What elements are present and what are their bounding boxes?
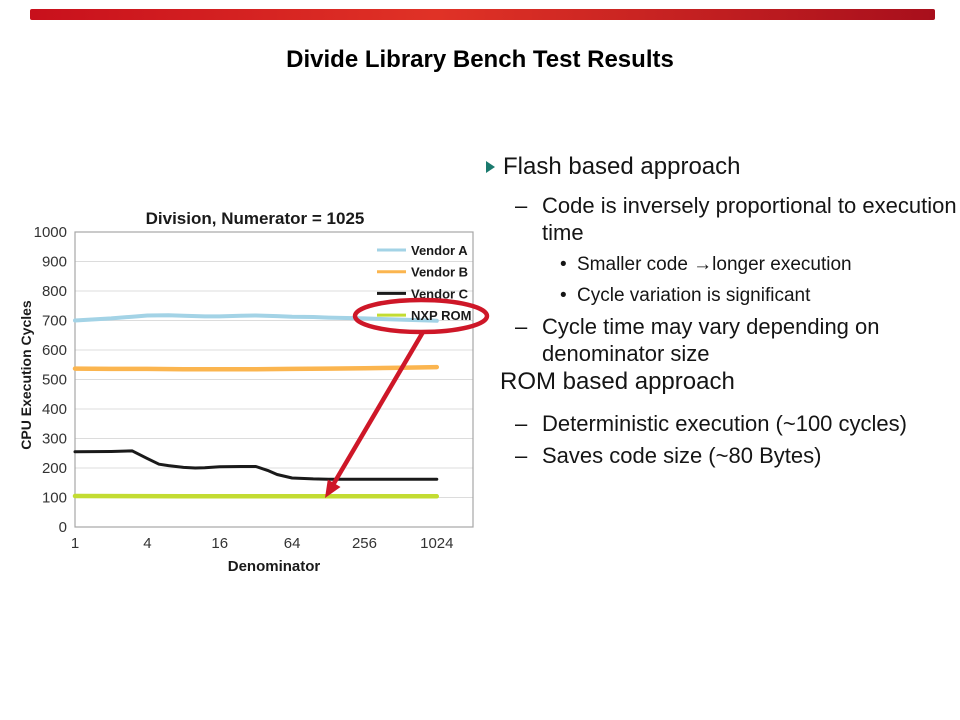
list-item: • Smaller code →longer execution — [560, 253, 960, 277]
y-tick-label: 700 — [42, 313, 67, 330]
chart-legend: Vendor A Vendor B Vendor C NXP ROM — [377, 243, 471, 323]
annotation-arrowhead-icon — [325, 479, 341, 498]
list-item: – Deterministic execution (~100 cycles) — [515, 410, 960, 437]
legend-label: NXP ROM — [411, 308, 471, 323]
series-lines — [72, 313, 440, 499]
y-tick-label: 0 — [59, 519, 67, 536]
list-item: – Cycle time may vary depending on denom… — [515, 313, 960, 367]
y-tick-label: 300 — [42, 431, 67, 448]
dash-bullet: – — [515, 193, 528, 218]
bullet-text: Flash based approach — [503, 153, 741, 180]
y-tick-label: 100 — [42, 490, 67, 507]
list-item: – Code is inversely proportional to exec… — [515, 192, 960, 246]
list-item: – Saves code size (~80 Bytes) — [515, 442, 960, 469]
top-red-bar — [30, 9, 935, 20]
x-axis-label: Denominator — [228, 558, 321, 575]
legend-label: Vendor A — [411, 243, 468, 258]
bullet-text: Smaller code →longer execution — [577, 254, 852, 275]
dash-bullet: – — [515, 443, 528, 468]
y-tick-label: 1000 — [34, 224, 67, 241]
dot-bullet: • — [560, 254, 567, 275]
y-tick-label: 500 — [42, 372, 67, 389]
bullet-text: Cycle time may vary depending on denomin… — [542, 314, 880, 366]
y-axis-label: CPU Execution Cycles — [18, 300, 34, 450]
x-tick-label: 64 — [284, 535, 301, 552]
bullet-text: Deterministic execution (~100 cycles) — [542, 411, 907, 436]
series-line-vendor-a — [73, 313, 439, 323]
bullet-text: Code is inversely proportional to execut… — [542, 193, 957, 245]
list-item: ROM based approach — [500, 368, 735, 396]
series-line-vendor-b — [72, 364, 440, 372]
y-tick-label: 800 — [42, 283, 67, 300]
x-tick-label: 1024 — [420, 535, 453, 552]
chart-title: Division, Numerator = 1025 — [146, 209, 365, 228]
triangle-bullet-icon — [486, 161, 495, 173]
y-tick-label: 400 — [42, 401, 67, 418]
legend-label: Vendor C — [411, 286, 469, 301]
list-item: Flash based approach — [486, 153, 741, 181]
x-tick-label: 4 — [143, 535, 151, 552]
x-tick-label: 16 — [211, 535, 228, 552]
y-tick-label: 200 — [42, 460, 67, 477]
bullet-text: Cycle variation is significant — [577, 285, 811, 306]
dot-bullet: • — [560, 285, 567, 306]
bullet-text: Saves code size (~80 Bytes) — [542, 443, 822, 468]
list-item: • Cycle variation is significant — [560, 284, 960, 308]
red-annotation — [325, 297, 490, 498]
annotation-arrow-icon — [328, 330, 425, 492]
y-tick-label: 600 — [42, 342, 67, 359]
bullet-text: ROM based approach — [500, 368, 735, 395]
y-tick-label: 900 — [42, 254, 67, 271]
dash-bullet: – — [515, 314, 528, 339]
plot-border — [74, 231, 474, 528]
x-tick-label: 1 — [71, 535, 79, 552]
legend-label: Vendor B — [411, 265, 468, 280]
page-title: Divide Library Bench Test Results — [286, 46, 674, 73]
x-axis-ticks: 1 4 16 64 256 1024 — [71, 535, 454, 552]
dash-bullet: – — [515, 411, 528, 436]
series-line-vendor-c — [73, 449, 439, 481]
x-tick-label: 256 — [352, 535, 377, 552]
